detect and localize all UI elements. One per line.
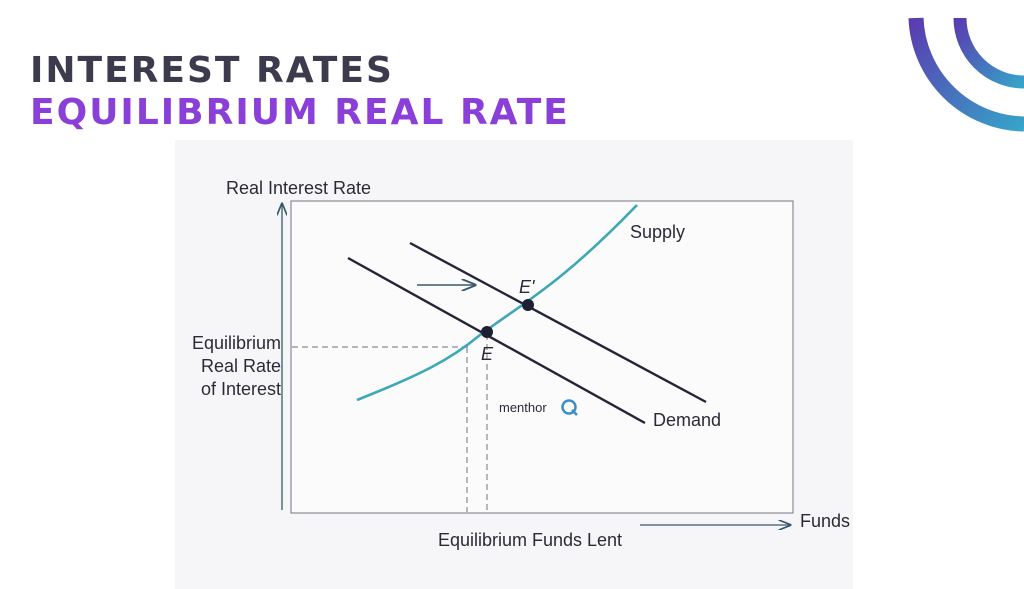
logo-text: menthor <box>499 400 547 415</box>
demand-shifted-line <box>409 241 707 404</box>
logo-mark <box>571 409 578 416</box>
point-label: E <box>481 344 494 364</box>
title: INTEREST RATES <box>30 50 394 91</box>
rate-label-line: Real Rate <box>201 356 281 376</box>
supply-label: Supply <box>630 222 685 242</box>
point-label: E' <box>519 277 535 297</box>
point-e <box>481 326 493 338</box>
rate-label-line: of Interest <box>201 379 281 399</box>
x-axis-label: Funds <box>800 511 850 531</box>
demand-label: Demand <box>653 410 721 430</box>
funds-label: Equilibrium Funds Lent <box>438 530 622 550</box>
decor-arc <box>953 17 1024 89</box>
decor-arc <box>908 17 1024 132</box>
demand-line <box>347 256 646 425</box>
subtitle: EQUILIBRIUM REAL RATE <box>30 92 570 133</box>
guides <box>292 334 488 512</box>
rate-label-line: Equilibrium <box>192 333 281 353</box>
y-axis-label: Real Interest Rate <box>226 178 371 198</box>
point-e-prime <box>522 299 534 311</box>
logo-mark <box>561 399 577 415</box>
plot-frame <box>290 200 794 514</box>
